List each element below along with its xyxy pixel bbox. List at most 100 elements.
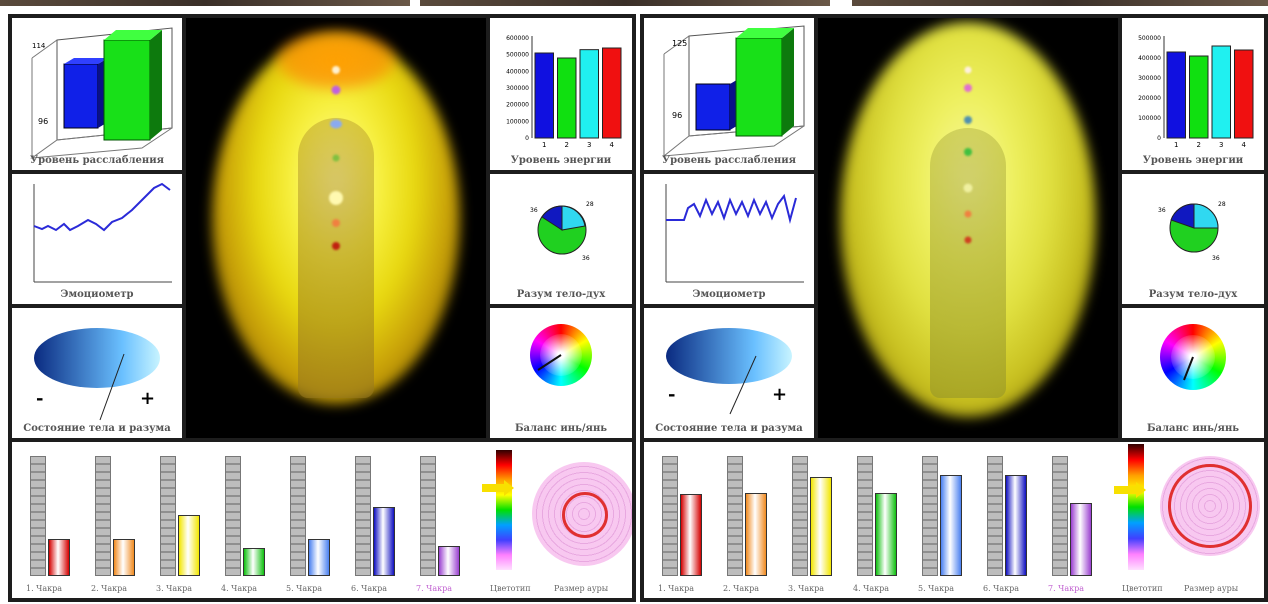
relaxation-bottom-value: 96 bbox=[38, 117, 48, 126]
state-caption: Состояние тела и разума bbox=[23, 423, 171, 434]
chakra-scale-5 bbox=[290, 456, 306, 576]
chakra-bar-6 bbox=[373, 506, 395, 576]
relaxation-chart: 125 96 bbox=[662, 25, 805, 157]
pie-label-3: 36 bbox=[1212, 255, 1220, 262]
balance-caption: Баланс инь/янь bbox=[1146, 423, 1240, 434]
chakra-scale-3 bbox=[160, 456, 176, 576]
energy-bar-3 bbox=[579, 49, 599, 139]
chakra-dot-7 bbox=[332, 66, 340, 74]
energy-bar-4 bbox=[602, 47, 622, 139]
emotiometer-line bbox=[33, 182, 171, 232]
chakra-label-3: 3. Чакра bbox=[788, 584, 825, 593]
chakra-dot-6 bbox=[964, 84, 972, 92]
chakra-dot-4 bbox=[964, 148, 972, 156]
chakra-bar-2 bbox=[113, 538, 135, 576]
color-type-scale bbox=[496, 450, 512, 570]
state-minus: - bbox=[668, 384, 676, 405]
relaxation-caption: Уровень расслабления bbox=[29, 155, 165, 166]
relaxation-bar-high bbox=[735, 37, 783, 137]
photo-strip-right bbox=[852, 0, 1268, 6]
energy-tick-label: 200000 bbox=[506, 102, 529, 109]
chakra-bars-section: 1. Чакра 2. Чакра 3. Чакра 4. Чакра 5. Чакра… bbox=[12, 442, 632, 598]
chakra-dot-1 bbox=[964, 236, 972, 244]
balance-caption: Баланс инь/янь bbox=[514, 423, 608, 434]
chakra-dot-3 bbox=[963, 183, 973, 193]
color-type-arrow bbox=[482, 484, 504, 492]
chakra-label-6: 6. Чакра bbox=[983, 584, 1020, 593]
energy-chart: 600000 500000 400000 300000 200000 100000 0 1 2 3… bbox=[506, 35, 622, 149]
chakra-bar-3 bbox=[178, 515, 200, 576]
aura-report-panel-right: 125 96 Уровень расслабления Эмоциометр -… bbox=[640, 14, 1268, 602]
chakra-dot-2 bbox=[332, 219, 340, 227]
energy-widget: 600000 500000 400000 300000 200000 100000 0 1 2 3… bbox=[490, 18, 632, 170]
relaxation-bar-low bbox=[63, 63, 99, 129]
yin-yang-balance-widget: Баланс инь/янь bbox=[490, 308, 632, 438]
energy-widget: 500000 400000 300000 200000 100000 0 1 2 3 4 Уров… bbox=[1122, 18, 1264, 170]
chakra-scale-5 bbox=[922, 456, 938, 576]
energy-bar-label: 2 bbox=[565, 141, 569, 149]
chakra-dot-7 bbox=[964, 66, 972, 74]
energy-tick-label: 0 bbox=[1157, 135, 1161, 142]
chakra-dot-5 bbox=[330, 119, 342, 129]
chakra-bar-5 bbox=[940, 474, 962, 576]
aura-size-ring bbox=[562, 492, 608, 538]
energy-tick-label: 0 bbox=[525, 135, 529, 142]
energy-tick-label: 400000 bbox=[506, 68, 529, 75]
chakra-scale-3 bbox=[792, 456, 808, 576]
emotiometer-caption: Эмоциометр bbox=[60, 289, 134, 300]
photo-strip-middle bbox=[420, 0, 830, 6]
chakra-label-2: 2. Чакра bbox=[723, 584, 760, 593]
body-mind-state-widget: - + Состояние тела и разума bbox=[12, 308, 182, 438]
color-type-label: Цветотип bbox=[1122, 584, 1163, 593]
state-caption: Состояние тела и разума bbox=[655, 423, 803, 434]
color-type-arrow bbox=[1114, 486, 1136, 494]
aura-image bbox=[818, 18, 1118, 438]
relaxation-bar-high bbox=[103, 39, 151, 141]
chakra-dot-5 bbox=[964, 116, 972, 124]
aura-report-panel-left: 114 96 Уровень расслабления Эмоциометр -… bbox=[8, 14, 636, 602]
chakra-bar-4 bbox=[243, 548, 265, 576]
emotiometer-widget: Эмоциометр bbox=[12, 174, 182, 304]
chakra-scale-6 bbox=[355, 456, 371, 576]
pie-slice-cyan bbox=[1193, 203, 1219, 229]
mind-body-spirit-caption: Разум тело-дух bbox=[516, 289, 606, 300]
mind-body-spirit-widget: 36 28 36 Разум тело-дух bbox=[490, 174, 632, 304]
chakra-bar-1 bbox=[680, 493, 702, 576]
emotiometer-chart bbox=[33, 182, 172, 283]
pie-label-1: 36 bbox=[1158, 207, 1166, 214]
energy-bar-label: 4 bbox=[610, 141, 615, 149]
chakra-label-5: 5. Чакра bbox=[918, 584, 955, 593]
pie-label-2: 28 bbox=[586, 201, 594, 208]
chakra-dot-4 bbox=[332, 154, 340, 162]
body-silhouette bbox=[930, 128, 1006, 398]
pie-slice-cyan bbox=[561, 205, 586, 231]
balance-needle bbox=[537, 354, 562, 371]
energy-bar-label: 2 bbox=[1197, 141, 1201, 149]
chakra-label-3: 3. Чакра bbox=[156, 584, 193, 593]
chakra-dot-2 bbox=[964, 210, 972, 218]
aura-size-label: Размер ауры bbox=[1184, 584, 1239, 593]
energy-tick-label: 300000 bbox=[506, 85, 529, 92]
yin-yang-balance-widget: Баланс инь/янь bbox=[1122, 308, 1264, 438]
energy-bar-label: 1 bbox=[542, 141, 546, 149]
chakra-bar-7 bbox=[1070, 503, 1092, 576]
pie-label-2: 28 bbox=[1218, 201, 1226, 208]
chakra-scale-1 bbox=[662, 456, 678, 576]
chakra-scale-2 bbox=[95, 456, 111, 576]
chakra-bar-2 bbox=[745, 492, 767, 576]
energy-caption: Уровень энергии bbox=[1142, 155, 1244, 166]
chakra-bar-5 bbox=[308, 538, 330, 576]
emotiometer-widget: Эмоциометр bbox=[644, 174, 814, 304]
body-silhouette bbox=[298, 118, 374, 398]
chakra-bar-1 bbox=[48, 538, 70, 576]
energy-bar-1 bbox=[534, 52, 554, 139]
chakra-bar-6 bbox=[1005, 474, 1027, 576]
energy-tick-label: 600000 bbox=[506, 35, 529, 42]
chakra-dot-1 bbox=[332, 242, 340, 250]
aura-size-label: Размер ауры bbox=[554, 584, 609, 593]
chakra-label-2: 2. Чакра bbox=[91, 584, 128, 593]
mind-body-spirit-pie: 36 28 36 bbox=[530, 201, 594, 262]
relaxation-bar-low bbox=[695, 83, 731, 131]
relaxation-widget: 125 96 Уровень расслабления bbox=[644, 18, 814, 170]
mind-body-spirit-widget: 36 28 36 Разум тело-дух bbox=[1122, 174, 1264, 304]
